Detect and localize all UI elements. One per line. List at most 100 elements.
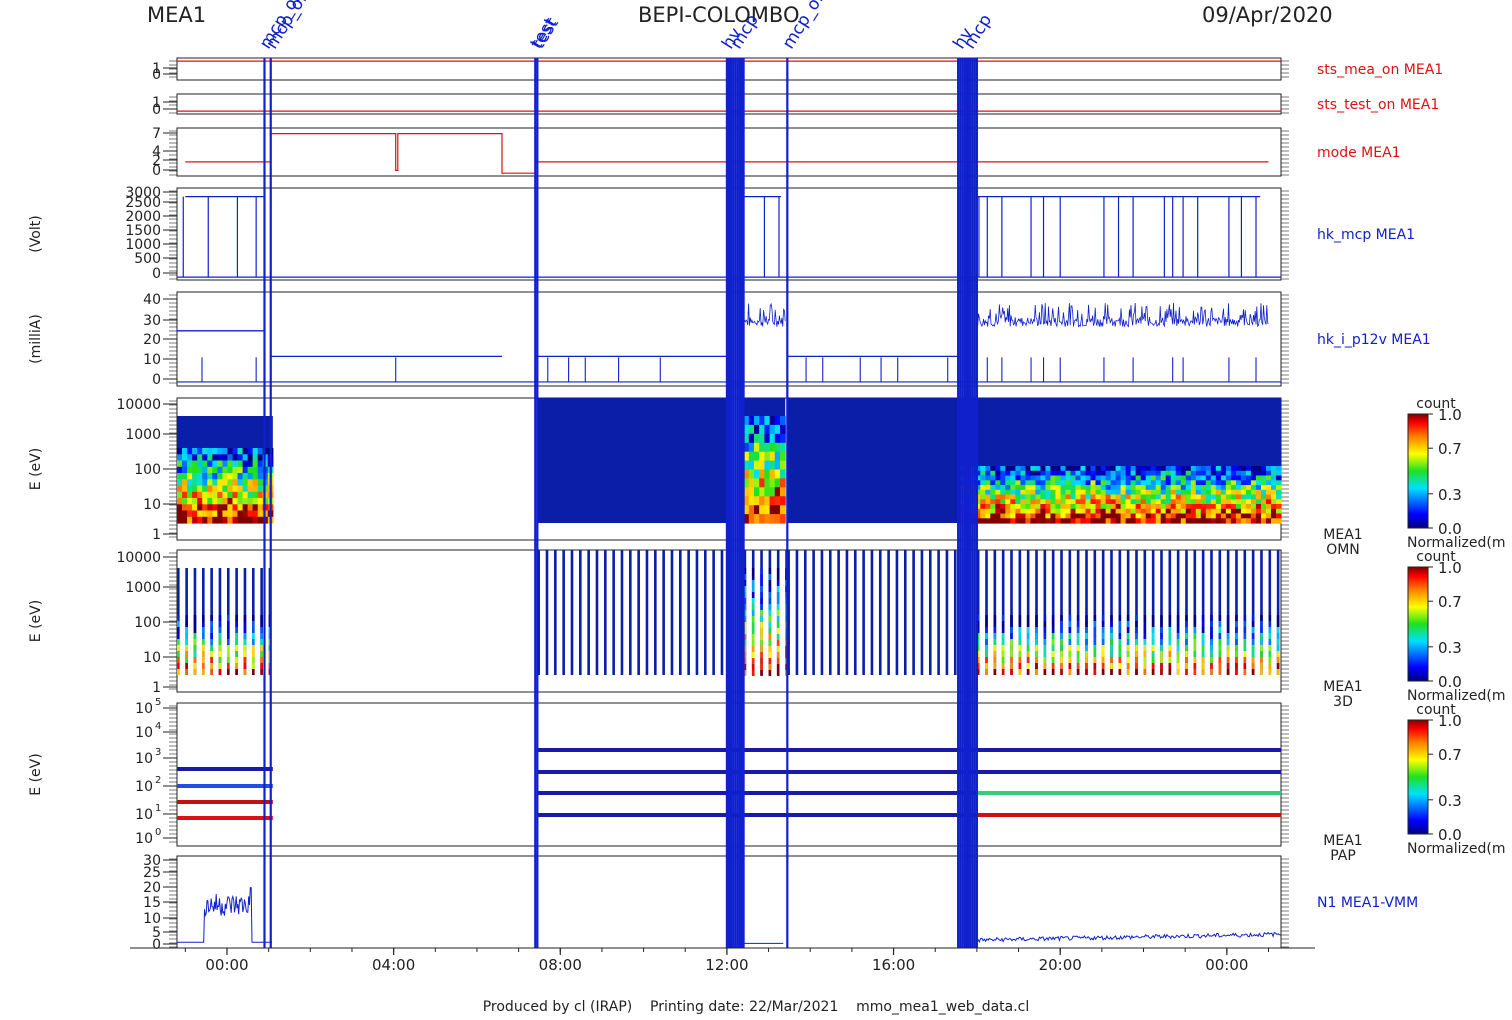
spec3d-cell [760, 580, 763, 586]
omn-cell [242, 448, 249, 455]
omn-cell [1075, 470, 1082, 477]
omn-cell [1190, 504, 1197, 510]
spec3d-cell [1185, 639, 1188, 645]
spec3d-cell [1068, 633, 1072, 639]
spec3d-bar [1126, 550, 1130, 675]
omn-cell [177, 448, 183, 455]
omn-cell [1220, 513, 1227, 519]
omn-cell [1200, 470, 1207, 477]
spec3d-cell [1276, 633, 1280, 639]
omn-cell [237, 504, 244, 512]
omn-cell [1030, 504, 1036, 510]
spec3d-cell [1143, 633, 1147, 639]
omn-cell [232, 479, 239, 487]
spec3d-cell [1126, 657, 1130, 663]
spec3d-cell [768, 616, 772, 622]
omn-cell [1165, 518, 1172, 524]
spec3d-cell [1018, 657, 1022, 663]
omn-cell [1120, 466, 1127, 472]
omn-cell [1195, 466, 1202, 472]
omn-cell [1276, 470, 1282, 477]
spec3d-cell [1168, 663, 1172, 669]
spec3d-bar [595, 550, 599, 675]
spec3d-cell [768, 664, 772, 670]
omn-cell [1115, 475, 1122, 481]
omn-cell [182, 454, 188, 462]
spec3d-bar [1026, 550, 1030, 675]
omn-cell [1055, 499, 1061, 505]
spec3d-cell [177, 639, 180, 645]
spec3d-cell [1176, 645, 1180, 651]
omn-cell [1190, 485, 1197, 491]
omn-cell [1010, 518, 1016, 524]
spec3d-cell [1193, 621, 1197, 627]
spec3d-cell [1026, 669, 1030, 675]
spec3d-bar [1185, 550, 1188, 675]
spec3d-cell [760, 658, 763, 664]
spec3d-cell [1126, 639, 1130, 645]
spec3d-bar [620, 550, 624, 675]
spec3d-cell [251, 645, 255, 651]
spec3d-bar [812, 550, 815, 675]
spec3d-cell [751, 658, 755, 664]
omn-cell [1120, 494, 1127, 500]
spec3d-cell [201, 669, 205, 675]
spec3d-cell [1235, 669, 1238, 675]
spec3d-bar [687, 550, 690, 675]
spec3d-cell [1051, 645, 1055, 651]
omn-cell [1250, 489, 1257, 496]
omn-cell [1261, 518, 1267, 524]
series-label: hk_i_p12v MEA1 [1317, 332, 1431, 348]
omn-cell [1180, 513, 1187, 519]
header-date: 09/Apr/2020 [1202, 3, 1333, 27]
omn-cell [1276, 494, 1282, 500]
spec3d-cell [1068, 627, 1072, 633]
spec3d-cell [993, 627, 997, 633]
omn-cell [202, 454, 208, 462]
omn-cell [237, 448, 244, 455]
omn-cell [1140, 494, 1147, 500]
omn-cell [197, 460, 203, 468]
omn-cell [748, 505, 755, 515]
omn-cell [1210, 518, 1217, 524]
omn-cell [1150, 489, 1157, 496]
omn-cell [748, 424, 755, 435]
y-tick-label: 10 [135, 807, 153, 823]
omn-cell [1205, 470, 1212, 477]
spec3d-cell [976, 657, 980, 663]
spec3d-cell [1276, 645, 1280, 651]
spec3d-cell [1135, 639, 1138, 645]
omn-cell [1140, 489, 1147, 496]
omn-cell [1245, 504, 1252, 510]
omn-cell [1085, 466, 1092, 472]
spec3d-cell [1185, 615, 1188, 621]
omn-cell [1055, 508, 1061, 515]
spec3d-bar [1043, 550, 1047, 675]
spec3d-bar [870, 550, 874, 675]
omn-cell [1271, 485, 1277, 491]
spec3d-cell [768, 598, 772, 604]
omn-cell [764, 505, 771, 515]
omn-cell [1065, 470, 1072, 477]
omn-cell [1040, 518, 1046, 524]
spec3d-cell [1101, 621, 1105, 627]
omn-cell [197, 504, 203, 512]
omn-cell [1105, 494, 1112, 500]
spec3d-cell [1093, 663, 1097, 669]
omn-cell [1220, 518, 1227, 524]
omn-cell [247, 516, 254, 524]
omn-cell [1115, 499, 1122, 505]
omn-cell [1215, 513, 1222, 519]
omn-cell [207, 479, 213, 487]
spec3d-cell [210, 645, 213, 651]
spec3d-cell [1193, 615, 1197, 621]
omn-cell [1175, 504, 1182, 510]
spec3d-cell [193, 645, 197, 651]
omn-cell [1065, 508, 1072, 515]
omn-cell [1045, 494, 1051, 500]
omn-cell [1105, 485, 1112, 491]
omn-cell [1255, 475, 1262, 481]
spec3d-cell [1218, 621, 1222, 627]
omn-cell [1030, 485, 1036, 491]
omn-cell [1125, 518, 1132, 524]
